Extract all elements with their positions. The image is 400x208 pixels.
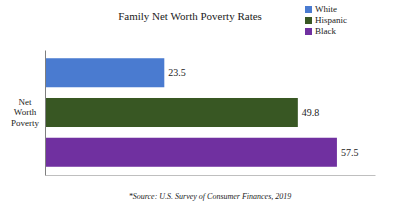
annotation: *Source: U.S. Survey of Consumer Finance… bbox=[129, 192, 292, 201]
y-axis: NetWorthPoverty bbox=[11, 51, 46, 176]
legend-item: Hispanic bbox=[305, 15, 347, 25]
legend-swatch bbox=[305, 28, 312, 35]
chart-svg: Family Net Worth Poverty Rates 23.5 49.8 57… bbox=[0, 0, 400, 208]
legend-swatch bbox=[305, 6, 312, 13]
legend-item: White bbox=[305, 4, 337, 14]
chart-container: Family Net Worth Poverty Rates 23.5 49.8 57… bbox=[0, 0, 400, 208]
y-axis-line bbox=[45, 51, 46, 176]
data-label: 57.5 bbox=[341, 147, 359, 158]
background bbox=[0, 0, 400, 208]
bar bbox=[45, 58, 164, 87]
legend-label: Black bbox=[315, 26, 336, 36]
legend-swatch bbox=[305, 17, 312, 24]
legend-label: White bbox=[315, 4, 337, 14]
data-label: 23.5 bbox=[168, 67, 186, 78]
legend-label: Hispanic bbox=[315, 15, 347, 25]
title: Family Net Worth Poverty Rates bbox=[118, 10, 262, 22]
x-axis bbox=[46, 175, 376, 176]
bar bbox=[45, 98, 298, 127]
y-tick: NetWorthPoverty bbox=[11, 97, 45, 128]
data-label: 49.8 bbox=[302, 107, 320, 118]
y-tick-label: NetWorthPoverty bbox=[11, 97, 39, 128]
legend-item: Black bbox=[305, 26, 336, 36]
bar bbox=[45, 138, 337, 167]
data-labels: 23.5 49.8 57.5 bbox=[168, 67, 358, 158]
legend: WhiteHispanicBlack bbox=[305, 4, 347, 36]
x-axis-line bbox=[46, 175, 376, 176]
bars bbox=[45, 58, 337, 167]
